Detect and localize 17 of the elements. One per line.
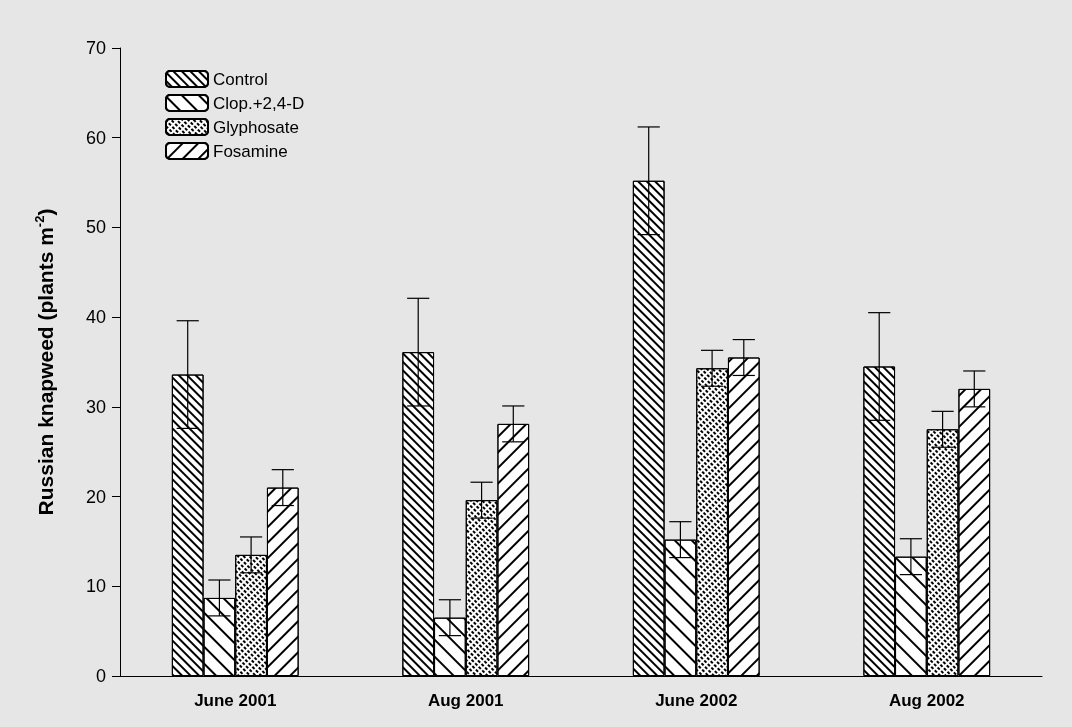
legend-label: Control: [213, 69, 268, 89]
y-tick-label: 40: [85, 307, 106, 328]
y-tick-label: 20: [85, 486, 106, 507]
x-tick-label: Aug 2001: [427, 691, 504, 710]
x-tick-label: June 2002: [655, 691, 738, 710]
y-tick-label: 0: [95, 666, 106, 686]
y-tick-label: 30: [85, 396, 106, 417]
y-tick-label: 10: [85, 576, 106, 597]
x-tick-label: June 2001: [194, 691, 277, 710]
y-axis-title: Russian knapweed (plants m-2): [32, 208, 57, 516]
legend-label: Glyphosate: [213, 117, 299, 137]
x-tick-label: Aug 2002: [888, 691, 965, 710]
y-tick-label: 70: [85, 38, 106, 58]
y-tick-label: 50: [85, 217, 106, 238]
legend-label: Clop.+2,4-D: [213, 93, 305, 113]
y-tick-label: 60: [85, 127, 106, 148]
legend-label: Fosamine: [213, 141, 288, 161]
